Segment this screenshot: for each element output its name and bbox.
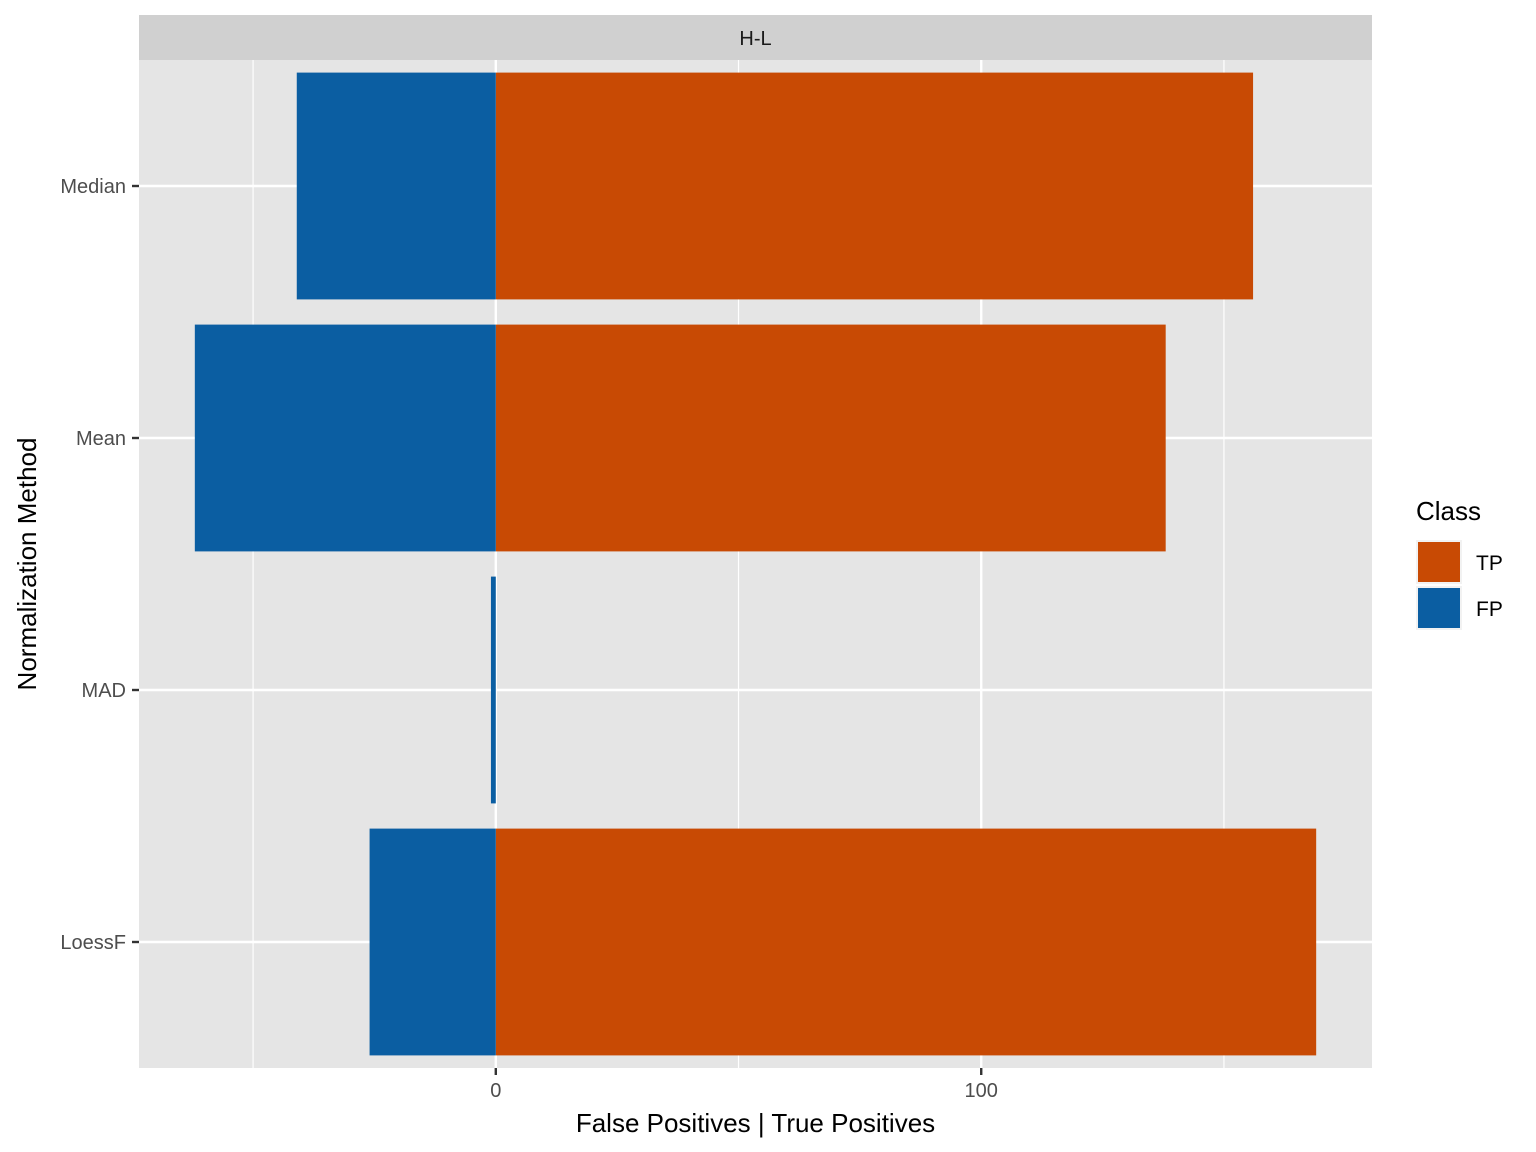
bar-fp-mean [194, 324, 496, 552]
legend-swatch-fp [1418, 588, 1460, 628]
bar-tp-mean [495, 324, 1166, 552]
y-axis: Median Mean MAD LoessF [60, 176, 139, 954]
x-tick-label: 100 [965, 1080, 998, 1102]
bar-tp-loessf [495, 828, 1317, 1056]
y-tick-label: Median [60, 176, 126, 198]
bar-fp-loessf [369, 828, 496, 1056]
y-tick-label: Mean [76, 428, 126, 450]
y-axis-title: Normalization Method [12, 438, 42, 691]
x-tick-label: 0 [490, 1080, 501, 1102]
y-tick-label: LoessF [60, 932, 126, 954]
facet-strip [139, 15, 1372, 60]
legend-label-tp: TP [1476, 552, 1503, 575]
y-tick-label: MAD [82, 680, 126, 702]
bar-tp-median [495, 72, 1254, 300]
facet-strip-label: H-L [739, 28, 771, 50]
legend-swatch-tp [1418, 542, 1460, 582]
x-axis-title: False Positives | True Positives [576, 1108, 935, 1138]
legend-label-fp: FP [1476, 598, 1503, 621]
x-axis: 0 100 [490, 1068, 998, 1102]
bars [194, 72, 1317, 1056]
legend: Class TP FP [1416, 496, 1503, 630]
bar-fp-mad [490, 576, 496, 804]
bar-fp-median [296, 72, 496, 300]
legend-title: Class [1416, 496, 1481, 526]
